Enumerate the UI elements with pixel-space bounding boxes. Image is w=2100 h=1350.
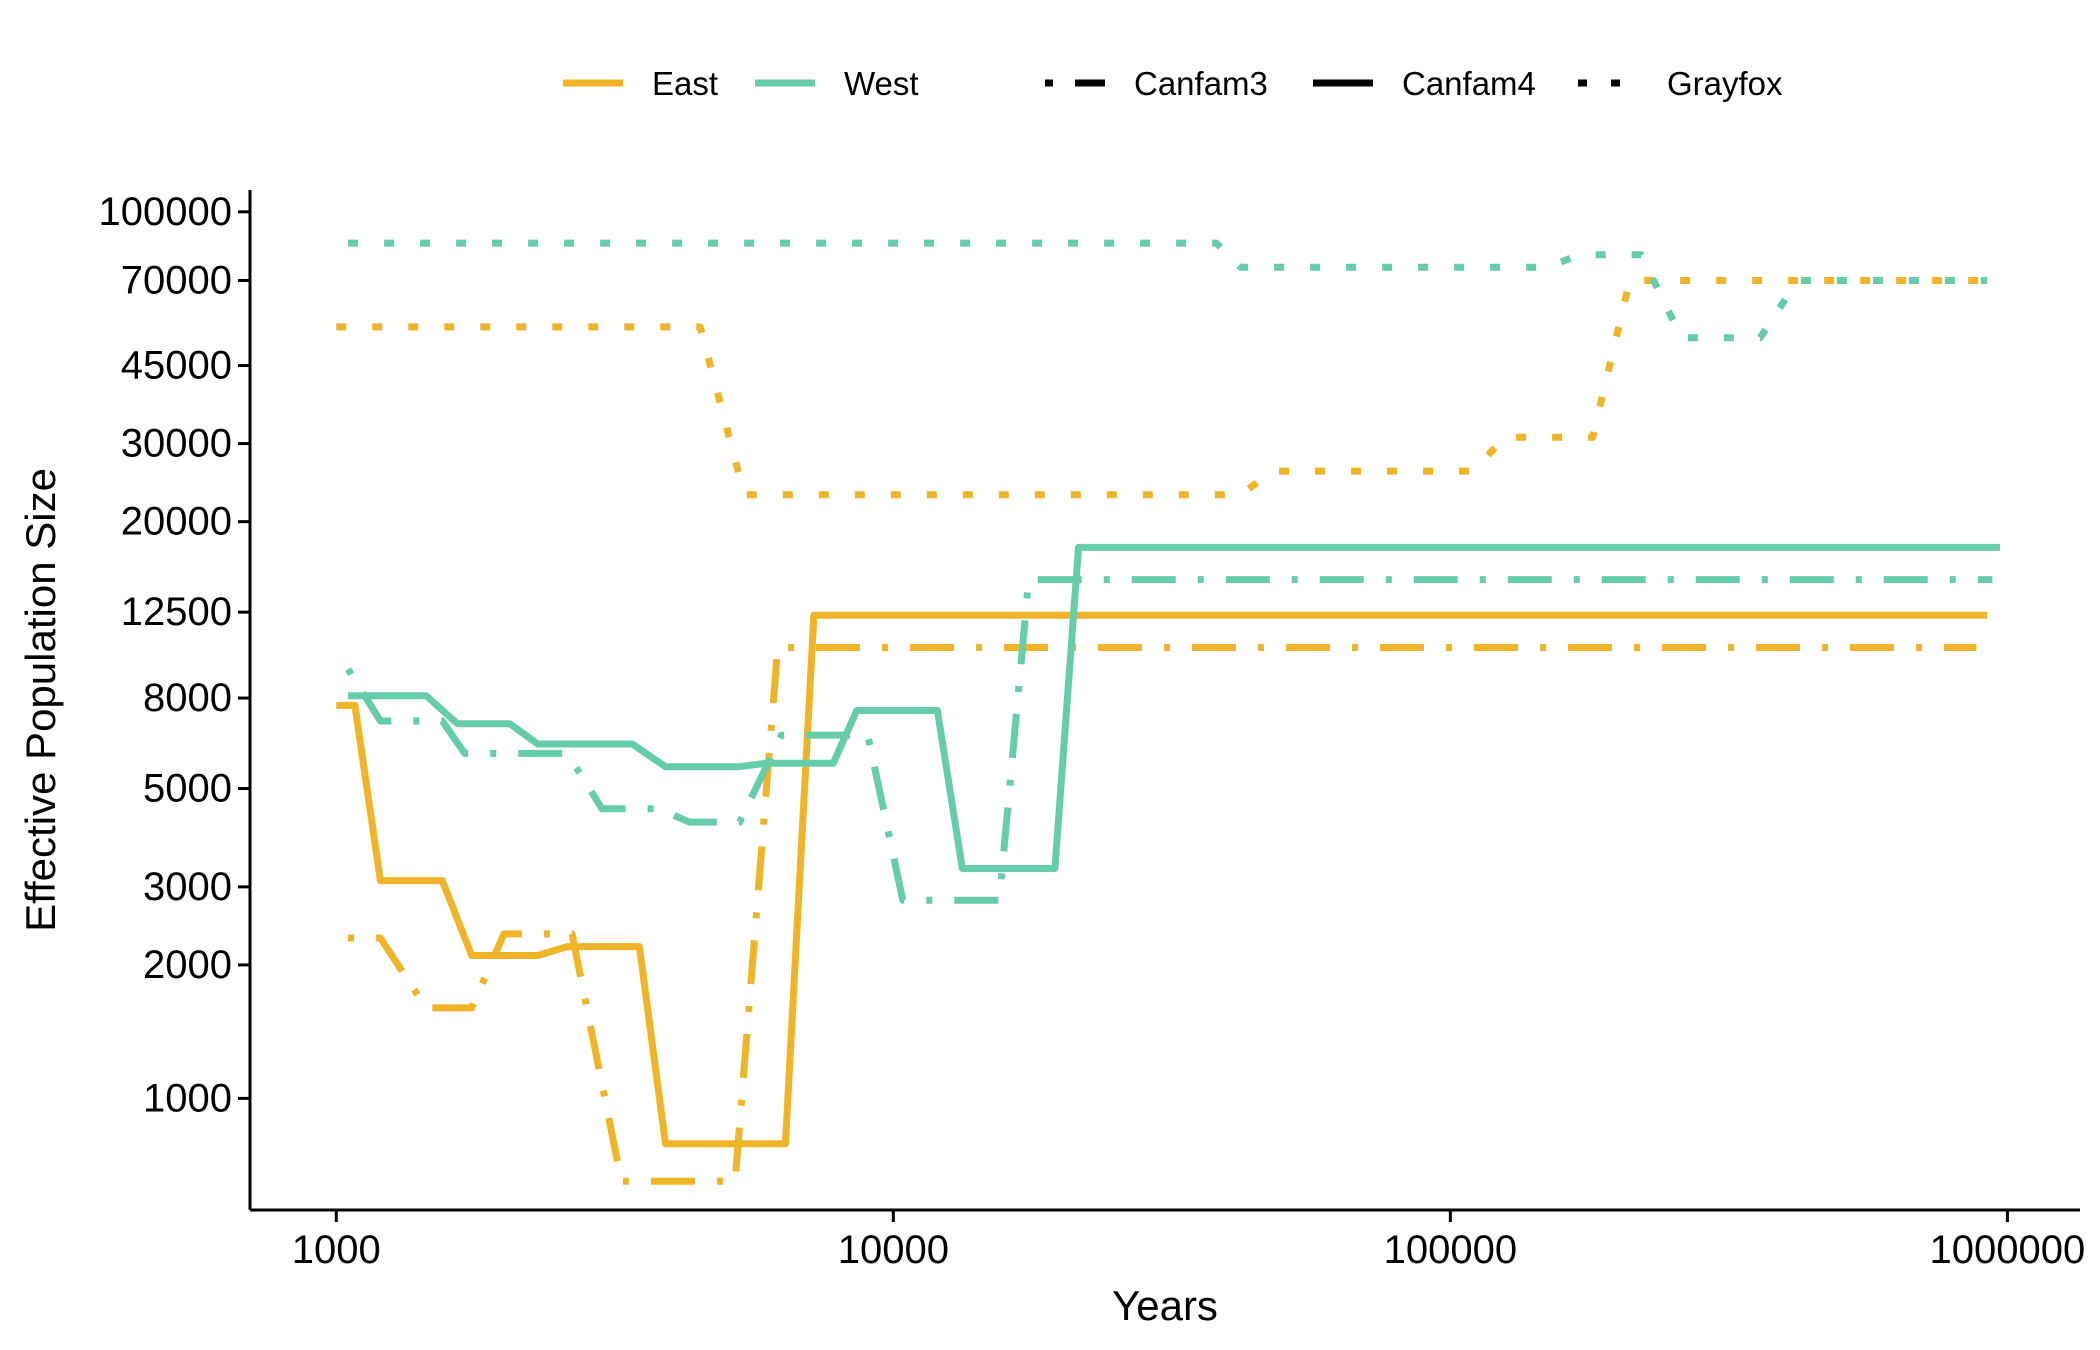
- series-line-west-canfam3: [345, 576, 1993, 904]
- y-tick-label: 2000: [143, 943, 232, 987]
- x-tick-label: 1000: [292, 1228, 381, 1272]
- legend: East West Canfam3 Canfam4 Grayfox: [563, 65, 1783, 102]
- series-line-west-canfam4: [348, 543, 2000, 872]
- y-tick-label: 5000: [143, 767, 232, 811]
- series-line-east-canfam4: [336, 611, 1988, 1148]
- legend-label-west: West: [844, 65, 919, 102]
- y-tick-label: 100000: [99, 190, 232, 234]
- x-axis-title: Years: [1112, 1282, 1218, 1329]
- axes: 1000 2000 3000 5000 8000 12500 20000 30000 45000…: [99, 190, 2086, 1272]
- series-line-east-canfam3: [348, 644, 1977, 1185]
- y-tick-label: 1000: [143, 1076, 232, 1120]
- y-tick-label: 45000: [121, 344, 232, 388]
- legend-label-canfam4: Canfam4: [1402, 65, 1536, 102]
- legend-label-canfam3: Canfam3: [1134, 65, 1268, 102]
- y-tick-label: 12500: [121, 590, 232, 634]
- series-layer: [336, 239, 2000, 1185]
- legend-label-grayfox: Grayfox: [1667, 65, 1783, 102]
- series-line-east-grayfox: [336, 277, 1988, 499]
- y-tick-label: 3000: [143, 865, 232, 909]
- y-tick-label: 20000: [121, 500, 232, 544]
- x-tick-label: 1000000: [1930, 1228, 2086, 1272]
- y-tick-label: 30000: [121, 422, 232, 466]
- y-axis-title: Effective Population Size: [17, 468, 64, 932]
- legend-label-east: East: [652, 65, 718, 102]
- x-tick-label: 10000: [838, 1228, 949, 1272]
- y-tick-label: 70000: [121, 258, 232, 302]
- y-tick-label: 8000: [143, 676, 232, 720]
- x-tick-label: 100000: [1384, 1228, 1517, 1272]
